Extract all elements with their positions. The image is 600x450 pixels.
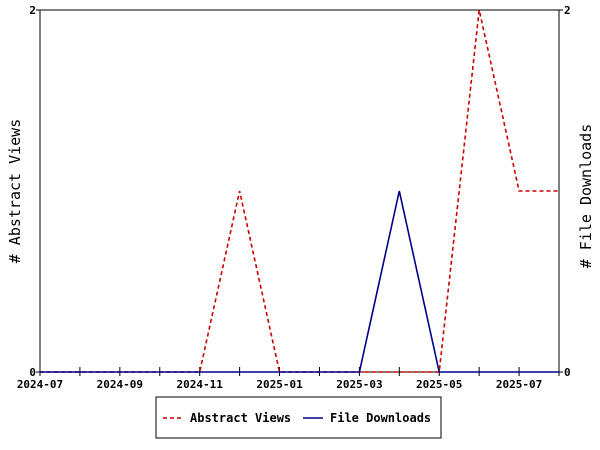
legend-label-abstract-views: Abstract Views: [190, 411, 291, 425]
x-tick-label: 2025-01: [256, 378, 303, 391]
x-tick-label: 2025-05: [416, 378, 462, 391]
plot-frame: [39, 9, 560, 373]
y-tick-label-left: 0: [29, 366, 36, 379]
y-axes: 0 0 2 2: [29, 4, 570, 379]
legend-label-file-downloads: File Downloads: [330, 411, 431, 425]
y-axis-title-left: # Abstract Views: [6, 119, 24, 264]
series-layer: [39, 9, 560, 373]
legend: Abstract Views File Downloads: [155, 396, 442, 439]
y-axis-title-right: # File Downloads: [577, 124, 595, 269]
x-tick-label: 2025-03: [336, 378, 382, 391]
y-tick-label-left: 2: [29, 4, 36, 17]
x-tick-label: 2024-09: [97, 378, 143, 391]
plot-area: [39, 9, 560, 373]
legend-box: [155, 396, 442, 439]
x-tick-label: 2025-07: [496, 378, 542, 391]
x-tick-label: 2024-07: [17, 378, 63, 391]
y-tick-label-right: 0: [564, 366, 571, 379]
y-tick-label-right: 2: [564, 4, 571, 17]
x-tick-label: 2024-11: [177, 378, 224, 391]
series-line-file-downloads: [40, 190, 559, 373]
